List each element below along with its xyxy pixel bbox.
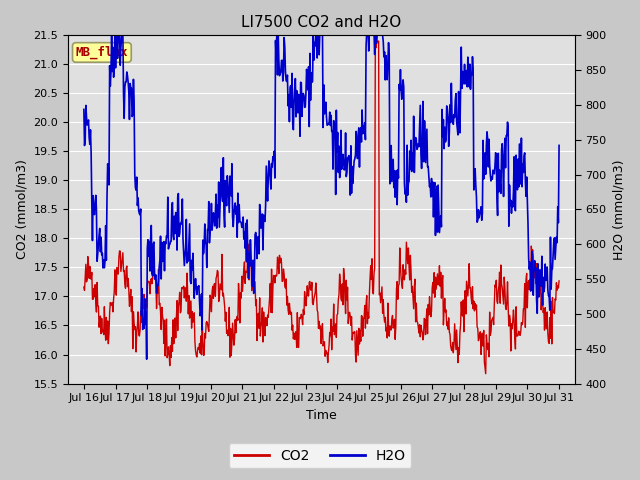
Y-axis label: H2O (mmol/m3): H2O (mmol/m3) [612, 159, 625, 260]
Text: MB_flux: MB_flux [76, 46, 128, 59]
X-axis label: Time: Time [306, 409, 337, 422]
Legend: CO2, H2O: CO2, H2O [228, 443, 412, 468]
Y-axis label: CO2 (mmol/m3): CO2 (mmol/m3) [15, 159, 28, 259]
Title: LI7500 CO2 and H2O: LI7500 CO2 and H2O [241, 15, 401, 30]
